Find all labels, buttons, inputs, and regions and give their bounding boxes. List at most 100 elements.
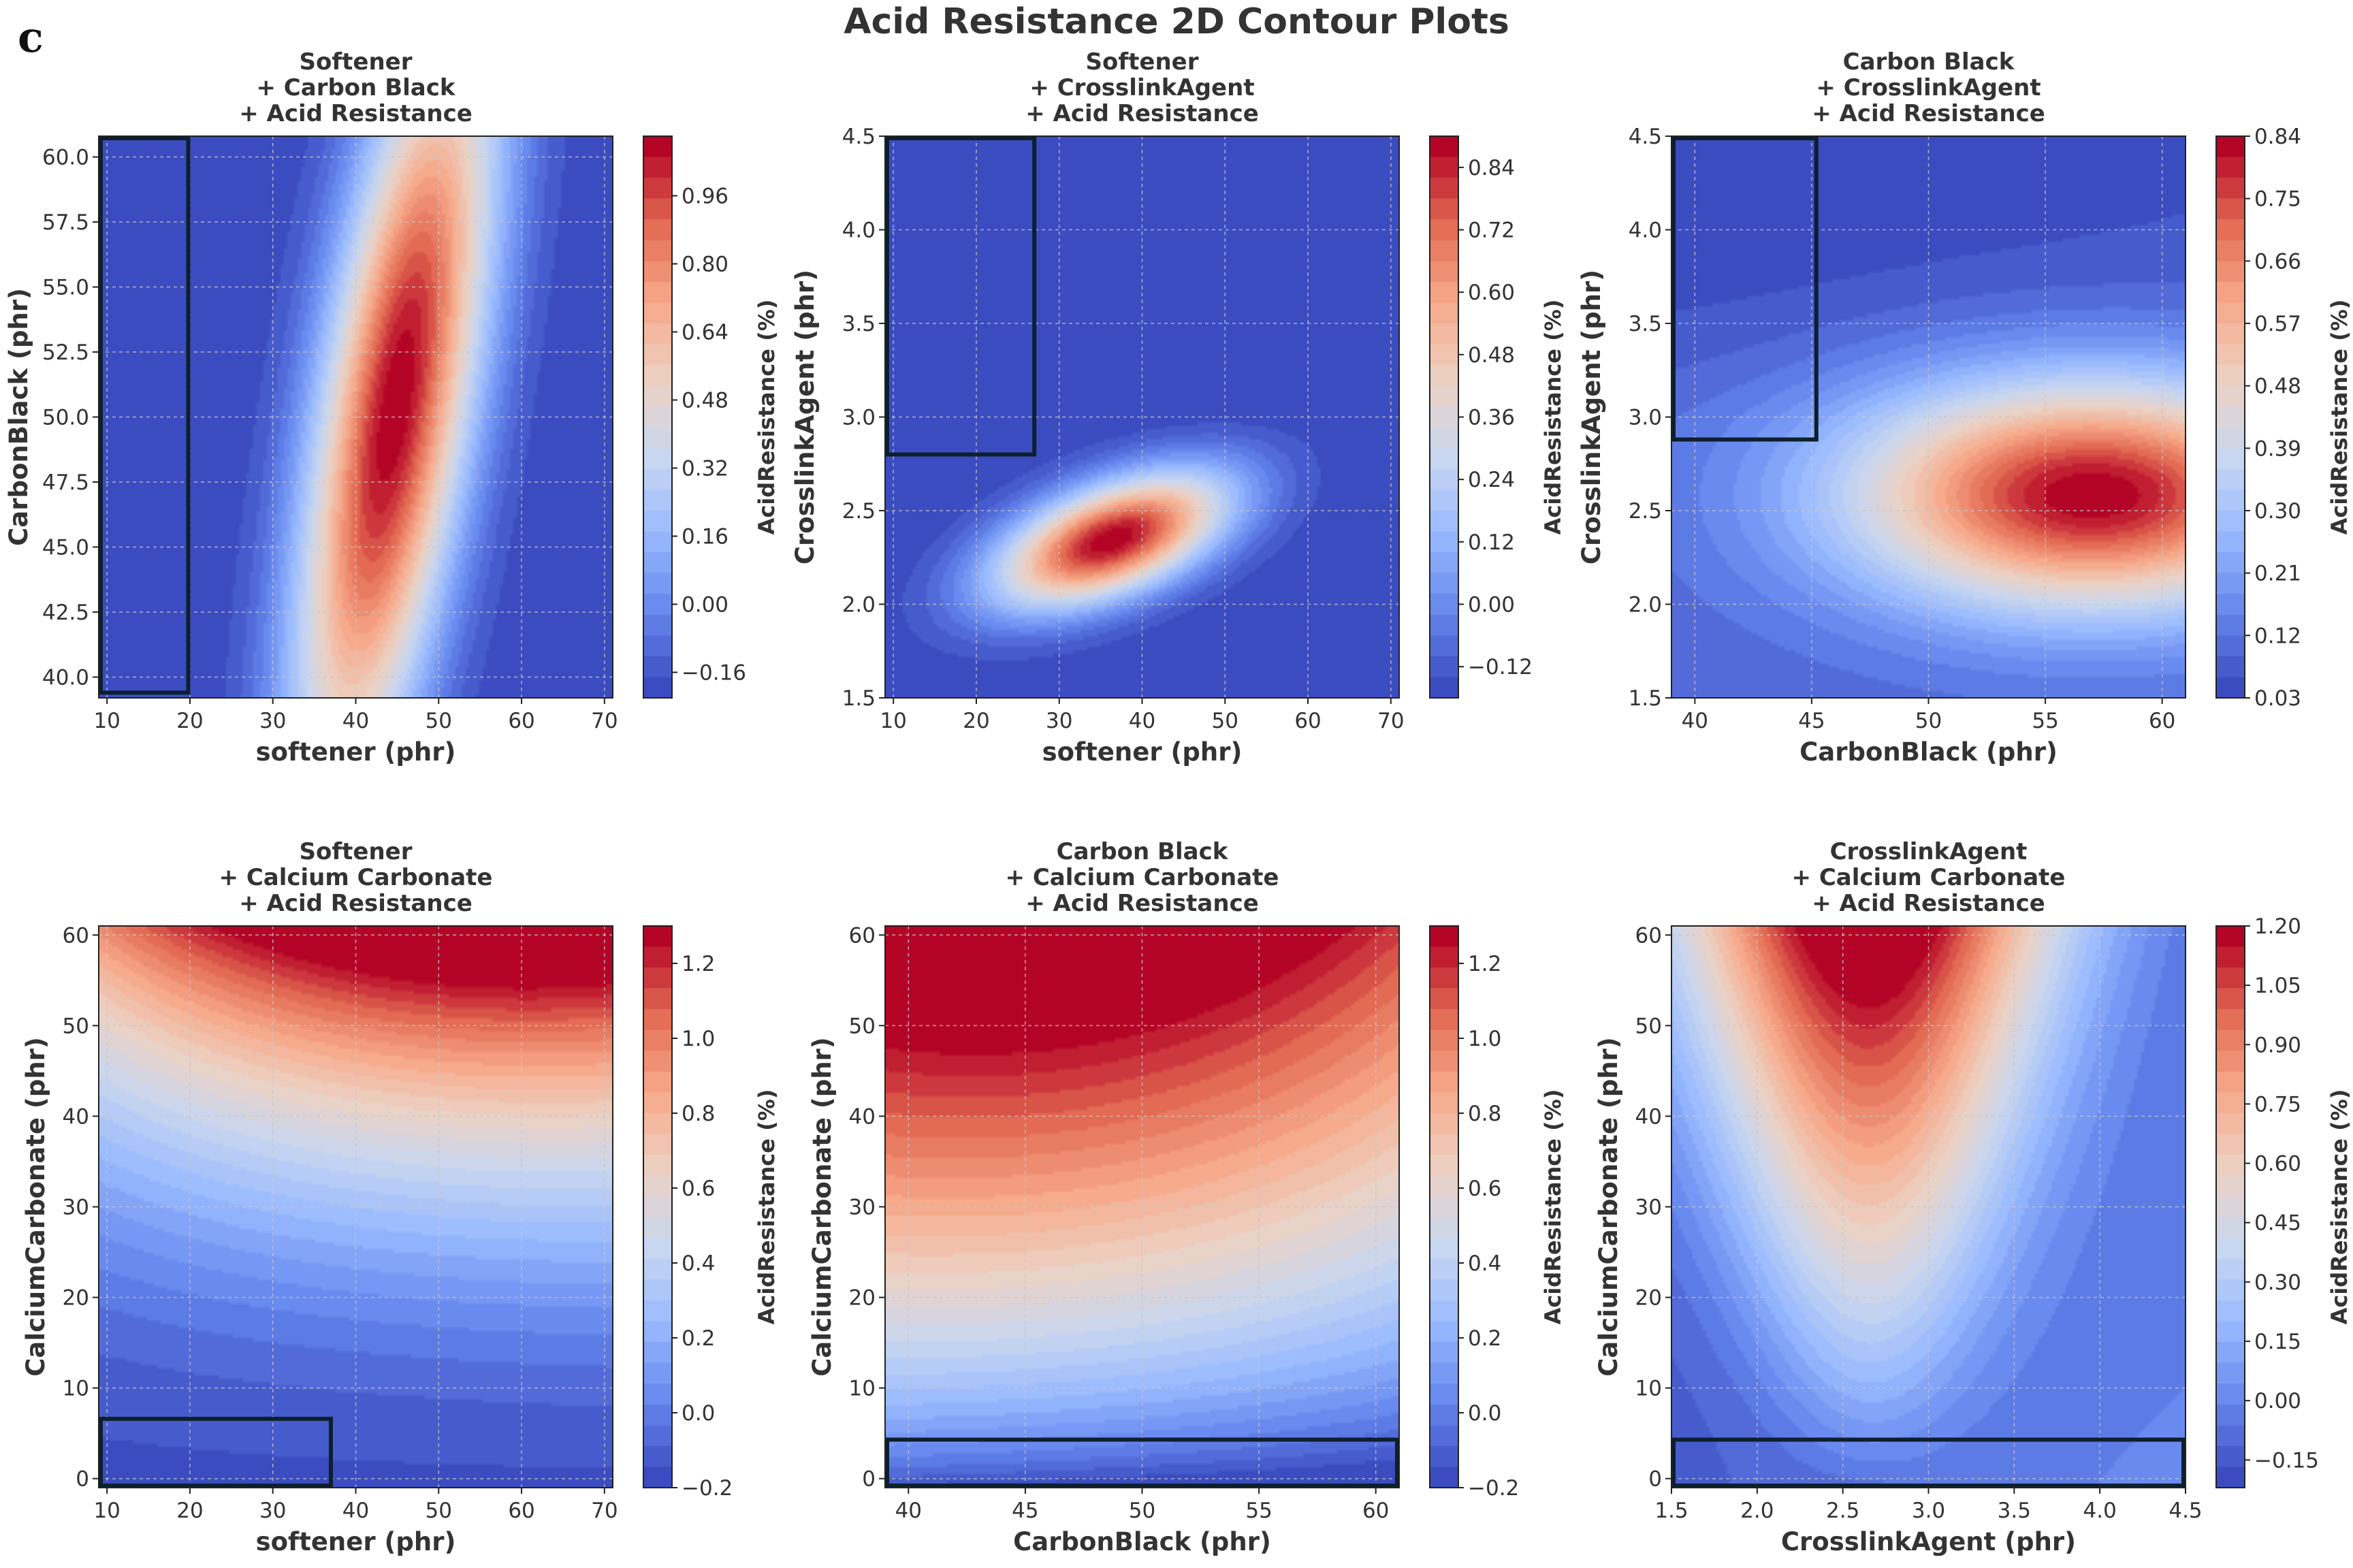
y-tick-label: 4.0 bbox=[1629, 219, 1662, 243]
colorbar-tick-label: 0.6 bbox=[1468, 1177, 1501, 1201]
colorbar-tick-label: 1.0 bbox=[682, 1027, 715, 1051]
colorbar-tick-label: 0.00 bbox=[682, 593, 729, 618]
y-tick-label: 2.0 bbox=[842, 593, 876, 618]
x-tick-label: 50 bbox=[1915, 709, 1942, 733]
x-tick-label: 4.0 bbox=[2083, 1499, 2117, 1523]
x-tick-label: 20 bbox=[176, 709, 203, 733]
colorbar bbox=[2216, 926, 2245, 1488]
colorbar-tick-label: 0.12 bbox=[1468, 530, 1515, 555]
colorbar-tick-label: 0.75 bbox=[2254, 187, 2301, 212]
colorbar-tick-label: 0.2 bbox=[1468, 1326, 1501, 1351]
colorbar-tick-label: 1.0 bbox=[1468, 1027, 1501, 1051]
y-tick-label: 20 bbox=[849, 1286, 876, 1311]
colorbar-tick-label: 0.36 bbox=[1468, 406, 1515, 430]
panel-title-line: + CrosslinkAgent bbox=[1816, 74, 2040, 101]
x-tick-label: 60 bbox=[508, 709, 534, 733]
colorbar-tick-label: 0.48 bbox=[1468, 343, 1515, 368]
colorbar-tick-label: 0.30 bbox=[2254, 499, 2301, 524]
y-tick-label: 45.0 bbox=[42, 535, 89, 560]
colorbar-tick-label: 0.75 bbox=[2254, 1092, 2301, 1117]
colorbar-tick-label: 0.8 bbox=[1468, 1102, 1501, 1126]
panel-title-line: + Acid Resistance bbox=[239, 890, 473, 917]
colorbar bbox=[643, 926, 672, 1488]
colorbar-tick-label: 0.48 bbox=[2254, 374, 2301, 399]
x-tick-label: 2.5 bbox=[1826, 1499, 1859, 1523]
colorbar-label: AcidResistance (%) bbox=[754, 300, 780, 535]
x-axis-label: CarbonBlack (phr) bbox=[1013, 1527, 1271, 1556]
colorbar-label: AcidResistance (%) bbox=[1540, 300, 1566, 535]
x-tick-label: 40 bbox=[342, 1499, 369, 1523]
colorbar-tick-label: 0.57 bbox=[2254, 312, 2301, 336]
y-tick-label: 30 bbox=[849, 1196, 876, 1220]
colorbar-tick-label: 0.24 bbox=[1468, 468, 1515, 492]
contour-panel-3: Carbon Black+ CrosslinkAgent+ Acid Resis… bbox=[1577, 48, 2352, 767]
colorbar-tick-label: 0.2 bbox=[682, 1326, 715, 1351]
colorbar-tick-label: 0.21 bbox=[2254, 562, 2301, 586]
y-tick-label: 40 bbox=[63, 1104, 89, 1129]
colorbar-tick-label: −0.12 bbox=[1468, 655, 1533, 679]
x-tick-label: 60 bbox=[1294, 709, 1321, 733]
colorbar bbox=[2216, 136, 2245, 698]
panel-title-line: Softener bbox=[1086, 48, 1199, 76]
colorbar-tick-label: 1.2 bbox=[682, 952, 715, 976]
colorbar-tick-label: 0.4 bbox=[682, 1251, 715, 1276]
colorbar-tick-label: 0.0 bbox=[1468, 1401, 1501, 1426]
y-tick-label: 2.0 bbox=[1629, 593, 1662, 618]
panel-title-line: + Acid Resistance bbox=[1025, 100, 1259, 127]
x-axis-label: softener (phr) bbox=[256, 1527, 456, 1556]
panel-title-line: Softener bbox=[300, 48, 413, 76]
x-tick-label: 55 bbox=[1245, 1499, 1272, 1523]
y-tick-label: 60 bbox=[849, 923, 876, 948]
y-tick-label: 30 bbox=[63, 1196, 89, 1220]
x-tick-label: 30 bbox=[259, 709, 286, 733]
x-tick-label: 10 bbox=[93, 709, 120, 733]
colorbar-tick-label: −0.15 bbox=[2254, 1448, 2319, 1473]
x-tick-label: 2.0 bbox=[1740, 1499, 1774, 1523]
y-tick-label: 40 bbox=[849, 1104, 876, 1129]
colorbar-label: AcidResistance (%) bbox=[754, 1089, 780, 1325]
colorbar-tick-label: 0.64 bbox=[682, 321, 729, 345]
y-tick-label: 50.0 bbox=[42, 406, 89, 430]
y-tick-label: 1.5 bbox=[842, 686, 876, 711]
colorbar-tick-label: 0.90 bbox=[2254, 1033, 2301, 1057]
x-axis-label: CrosslinkAgent (phr) bbox=[1781, 1527, 2076, 1556]
panel-title-line: Carbon Black bbox=[1843, 48, 2015, 76]
x-tick-label: 20 bbox=[176, 1499, 203, 1523]
colorbar-tick-label: 0.45 bbox=[2254, 1211, 2301, 1236]
panel-title-line: + Calcium Carbonate bbox=[219, 864, 493, 891]
y-tick-label: 3.5 bbox=[1629, 312, 1662, 336]
y-tick-label: 50 bbox=[63, 1014, 89, 1038]
colorbar bbox=[1430, 926, 1458, 1488]
colorbar-tick-label: 0.39 bbox=[2254, 436, 2301, 461]
panel-title-line: + CrosslinkAgent bbox=[1029, 74, 1254, 101]
colorbar bbox=[643, 136, 672, 698]
panel-title-line: + Acid Resistance bbox=[239, 100, 473, 127]
colorbar-label: AcidResistance (%) bbox=[2326, 300, 2352, 535]
y-axis-label: CalciumCarbonate (phr) bbox=[807, 1037, 837, 1376]
highlight-box bbox=[99, 136, 191, 695]
figure-title: Acid Resistance 2D Contour Plots bbox=[844, 1, 1509, 42]
panel-title-line: Carbon Black bbox=[1057, 838, 1229, 865]
colorbar-tick-label: 0.4 bbox=[1468, 1251, 1501, 1276]
panel-title-line: + Acid Resistance bbox=[1812, 890, 2045, 917]
x-tick-label: 40 bbox=[1682, 709, 1708, 733]
contour-panel-6: CrosslinkAgent+ Calcium Carbonate+ Acid … bbox=[1594, 838, 2352, 1556]
y-tick-label: 10 bbox=[63, 1377, 89, 1401]
x-tick-label: 50 bbox=[1212, 709, 1238, 733]
x-tick-label: 4.5 bbox=[2168, 1499, 2202, 1523]
colorbar-tick-label: 0.8 bbox=[682, 1102, 715, 1126]
contour-panel-5: Carbon Black+ Calcium Carbonate+ Acid Re… bbox=[807, 838, 1566, 1556]
y-tick-label: 60 bbox=[1635, 923, 1662, 948]
x-tick-label: 50 bbox=[1129, 1499, 1155, 1523]
colorbar bbox=[1430, 136, 1458, 698]
colorbar-tick-label: 0.84 bbox=[1468, 156, 1515, 180]
x-tick-label: 60 bbox=[2149, 709, 2175, 733]
y-tick-label: 2.5 bbox=[1629, 499, 1662, 524]
x-tick-label: 60 bbox=[1362, 1499, 1389, 1523]
colorbar-tick-label: 0.84 bbox=[2254, 125, 2301, 149]
y-tick-label: 3.0 bbox=[842, 406, 876, 430]
x-axis-label: softener (phr) bbox=[256, 737, 456, 767]
y-tick-label: 4.0 bbox=[842, 219, 876, 243]
colorbar-tick-label: 0.03 bbox=[2254, 686, 2301, 711]
